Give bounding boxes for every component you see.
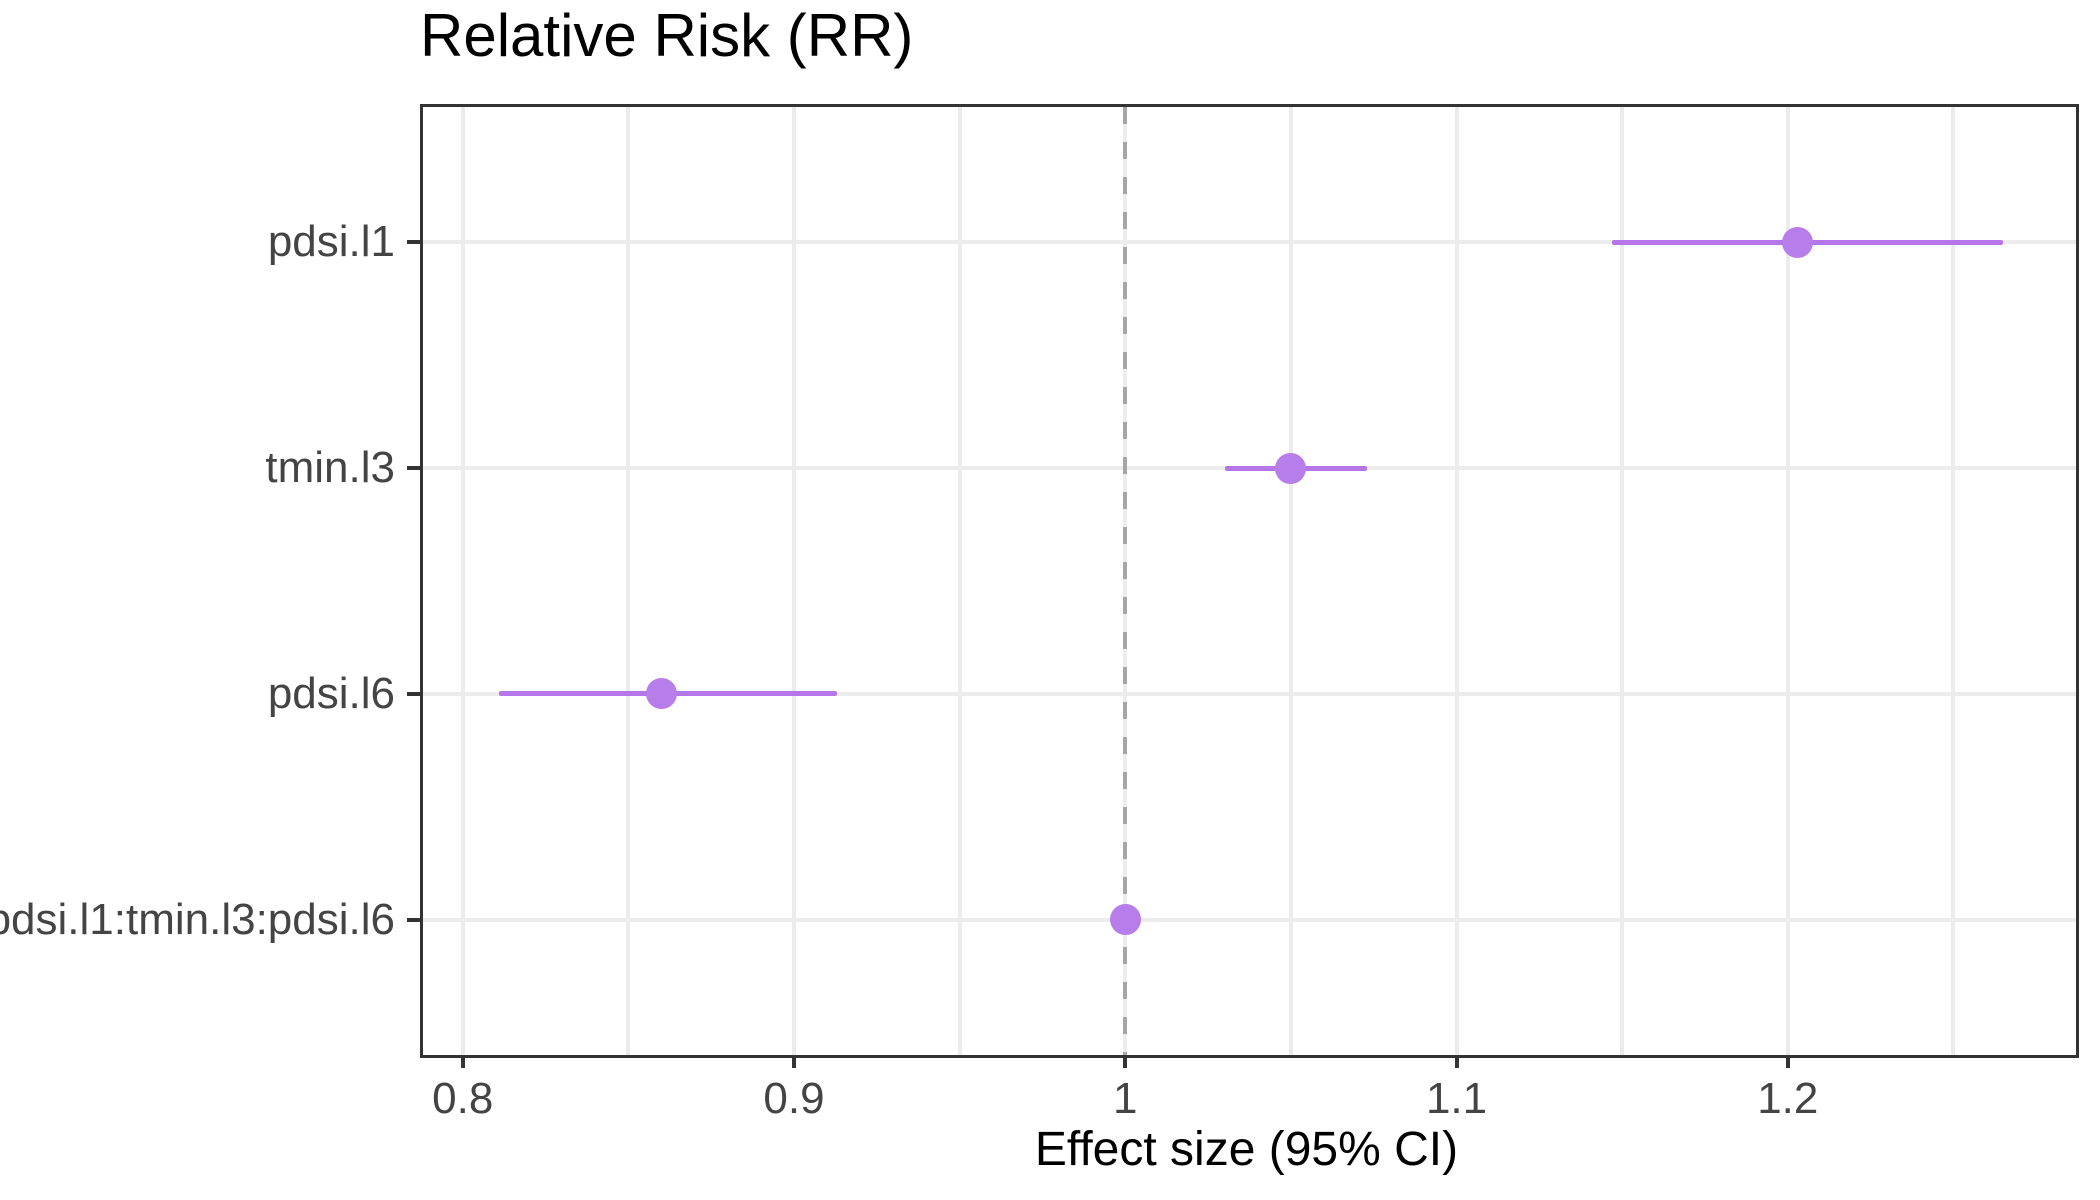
point-marker: [646, 678, 677, 710]
y-gridline: [423, 240, 2076, 245]
x-tick-label: 1.2: [1757, 1074, 1819, 1123]
plot-title: Relative Risk (RR): [420, 2, 914, 69]
x-gridline: [792, 107, 796, 1055]
y-axis-label: pdsi.l6: [267, 668, 395, 718]
y-axis-tick: [407, 466, 420, 471]
point-marker: [1782, 226, 1814, 258]
y-axis-label: tmin.l3: [265, 443, 395, 493]
y-axis-tick: [407, 240, 420, 245]
y-axis-tick: [407, 917, 420, 922]
x-gridline: [1785, 107, 1790, 1055]
x-tick-label: 0.8: [432, 1074, 494, 1123]
reference-line: [1123, 107, 1128, 1055]
x-tick-label: 1: [1113, 1074, 1138, 1123]
x-tick-label: 1.1: [1425, 1074, 1488, 1123]
point-marker: [1275, 452, 1307, 484]
x-gridline: [1288, 107, 1293, 1055]
y-axis-label: pdsi.l1:tmin.l3:pdsi.l6: [0, 894, 395, 944]
x-gridline: [1620, 107, 1625, 1055]
y-gridline: [423, 691, 2076, 696]
x-gridline: [1951, 107, 1956, 1055]
x-gridline: [957, 107, 962, 1055]
x-tick-label: 0.9: [763, 1074, 825, 1123]
point-marker: [1109, 904, 1141, 936]
x-axis-tick: [1785, 1055, 1790, 1068]
plot-panel: [420, 104, 2079, 1058]
x-gridline: [1454, 107, 1459, 1055]
x-axis-tick: [460, 1055, 465, 1068]
x-axis-tick: [1123, 1055, 1128, 1068]
y-axis-tick: [407, 691, 420, 696]
x-axis-tick: [792, 1055, 796, 1068]
x-gridline: [626, 107, 631, 1055]
x-axis-tick: [1454, 1055, 1459, 1068]
x-axis-title: Effect size (95% CI): [1034, 1123, 1459, 1176]
y-gridline: [423, 917, 2076, 922]
x-gridline: [460, 107, 465, 1055]
y-axis-label: pdsi.l1: [267, 217, 395, 267]
